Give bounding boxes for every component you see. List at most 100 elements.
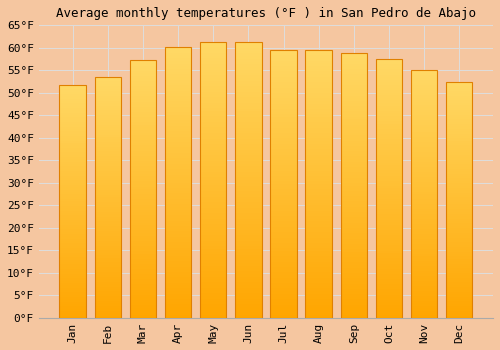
- Bar: [306, 256, 332, 259]
- Bar: [376, 276, 402, 279]
- Bar: [235, 219, 262, 222]
- Bar: [94, 224, 121, 226]
- Bar: [94, 229, 121, 231]
- Bar: [165, 315, 191, 318]
- Bar: [306, 144, 332, 147]
- Bar: [235, 54, 262, 56]
- Bar: [376, 80, 402, 82]
- Bar: [446, 235, 472, 238]
- Bar: [270, 165, 296, 168]
- Bar: [60, 159, 86, 162]
- Bar: [306, 112, 332, 114]
- Bar: [60, 278, 86, 281]
- Bar: [130, 298, 156, 300]
- Bar: [306, 77, 332, 79]
- Bar: [60, 257, 86, 260]
- Bar: [165, 269, 191, 272]
- Bar: [270, 160, 296, 162]
- Bar: [411, 135, 438, 137]
- Bar: [200, 161, 226, 163]
- Bar: [306, 313, 332, 315]
- Bar: [130, 130, 156, 133]
- Bar: [270, 168, 296, 170]
- Bar: [165, 126, 191, 128]
- Bar: [376, 152, 402, 155]
- Bar: [446, 209, 472, 211]
- Bar: [411, 206, 438, 209]
- Bar: [94, 134, 121, 137]
- Bar: [200, 149, 226, 152]
- Bar: [165, 204, 191, 207]
- Bar: [200, 279, 226, 282]
- Bar: [200, 205, 226, 208]
- Bar: [60, 260, 86, 262]
- Bar: [411, 100, 438, 103]
- Bar: [60, 269, 86, 271]
- Bar: [130, 94, 156, 97]
- Bar: [60, 190, 86, 192]
- Bar: [306, 302, 332, 304]
- Bar: [270, 187, 296, 189]
- Bar: [340, 294, 367, 297]
- Bar: [270, 232, 296, 235]
- Bar: [165, 218, 191, 220]
- Bar: [130, 148, 156, 150]
- Bar: [200, 61, 226, 64]
- Bar: [446, 261, 472, 264]
- Bar: [165, 85, 191, 88]
- Bar: [60, 173, 86, 176]
- Bar: [60, 164, 86, 166]
- Bar: [270, 162, 296, 165]
- Bar: [200, 117, 226, 119]
- Bar: [165, 69, 191, 72]
- Bar: [270, 106, 296, 109]
- Bar: [446, 294, 472, 297]
- Bar: [270, 170, 296, 173]
- Bar: [306, 168, 332, 170]
- Bar: [376, 90, 402, 93]
- Bar: [94, 212, 121, 214]
- Bar: [376, 124, 402, 126]
- Bar: [306, 66, 332, 69]
- Bar: [130, 223, 156, 225]
- Bar: [235, 210, 262, 213]
- Bar: [376, 238, 402, 240]
- Bar: [411, 115, 438, 117]
- Bar: [130, 225, 156, 228]
- Bar: [165, 169, 191, 172]
- Bar: [306, 184, 332, 187]
- Bar: [270, 189, 296, 192]
- Bar: [60, 171, 86, 173]
- Bar: [446, 259, 472, 261]
- Bar: [446, 245, 472, 247]
- Bar: [340, 53, 367, 56]
- Bar: [340, 199, 367, 202]
- Bar: [270, 238, 296, 240]
- Bar: [200, 186, 226, 188]
- Bar: [446, 157, 472, 160]
- Bar: [165, 131, 191, 134]
- Bar: [446, 150, 472, 153]
- Bar: [270, 208, 296, 211]
- Bar: [200, 230, 226, 232]
- Bar: [235, 172, 262, 175]
- Bar: [165, 77, 191, 80]
- Bar: [446, 103, 472, 105]
- Bar: [235, 164, 262, 166]
- Bar: [94, 253, 121, 255]
- Bar: [235, 67, 262, 70]
- Bar: [376, 196, 402, 199]
- Bar: [340, 209, 367, 212]
- Bar: [94, 113, 121, 115]
- Bar: [446, 124, 472, 126]
- Bar: [376, 251, 402, 253]
- Bar: [376, 266, 402, 269]
- Bar: [411, 234, 438, 236]
- Bar: [200, 290, 226, 293]
- Bar: [270, 131, 296, 133]
- Bar: [130, 166, 156, 169]
- Bar: [235, 86, 262, 89]
- Bar: [446, 250, 472, 252]
- Bar: [376, 230, 402, 232]
- Bar: [306, 122, 332, 125]
